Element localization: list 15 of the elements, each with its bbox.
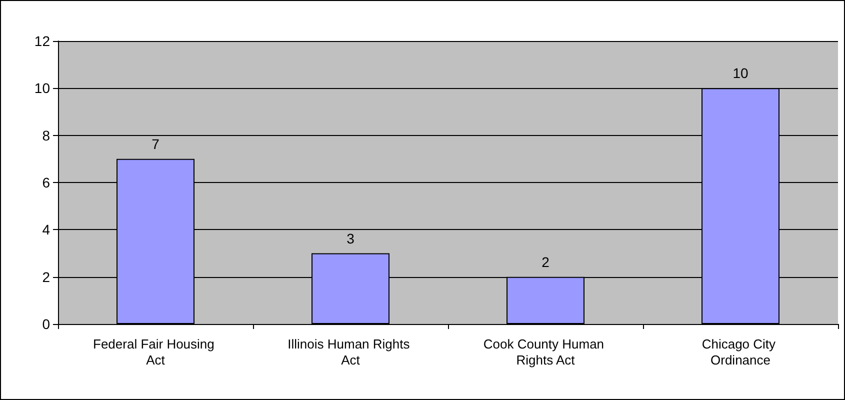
y-tick-label: 10 (34, 80, 50, 96)
y-tick-label: 2 (42, 268, 50, 285)
data-label: 10 (732, 65, 748, 82)
data-label: 3 (346, 230, 355, 246)
y-tick-label: 8 (42, 127, 50, 144)
y-tick-label: 6 (42, 174, 50, 190)
y-tick-label: 12 (34, 33, 50, 49)
data-label: 2 (542, 254, 550, 270)
x-tick-label: Chicago City Ordinance (702, 336, 780, 368)
x-tick-label: Cook County Human Rights Act (483, 336, 608, 368)
x-tick-label: Federal Fair Housing Act (93, 336, 218, 368)
y-tick-label: 4 (42, 222, 50, 238)
y-tick-label: 0 (42, 316, 50, 332)
x-tick-label: Illinois Human Rights Act (288, 336, 414, 368)
data-label: 7 (152, 136, 160, 152)
